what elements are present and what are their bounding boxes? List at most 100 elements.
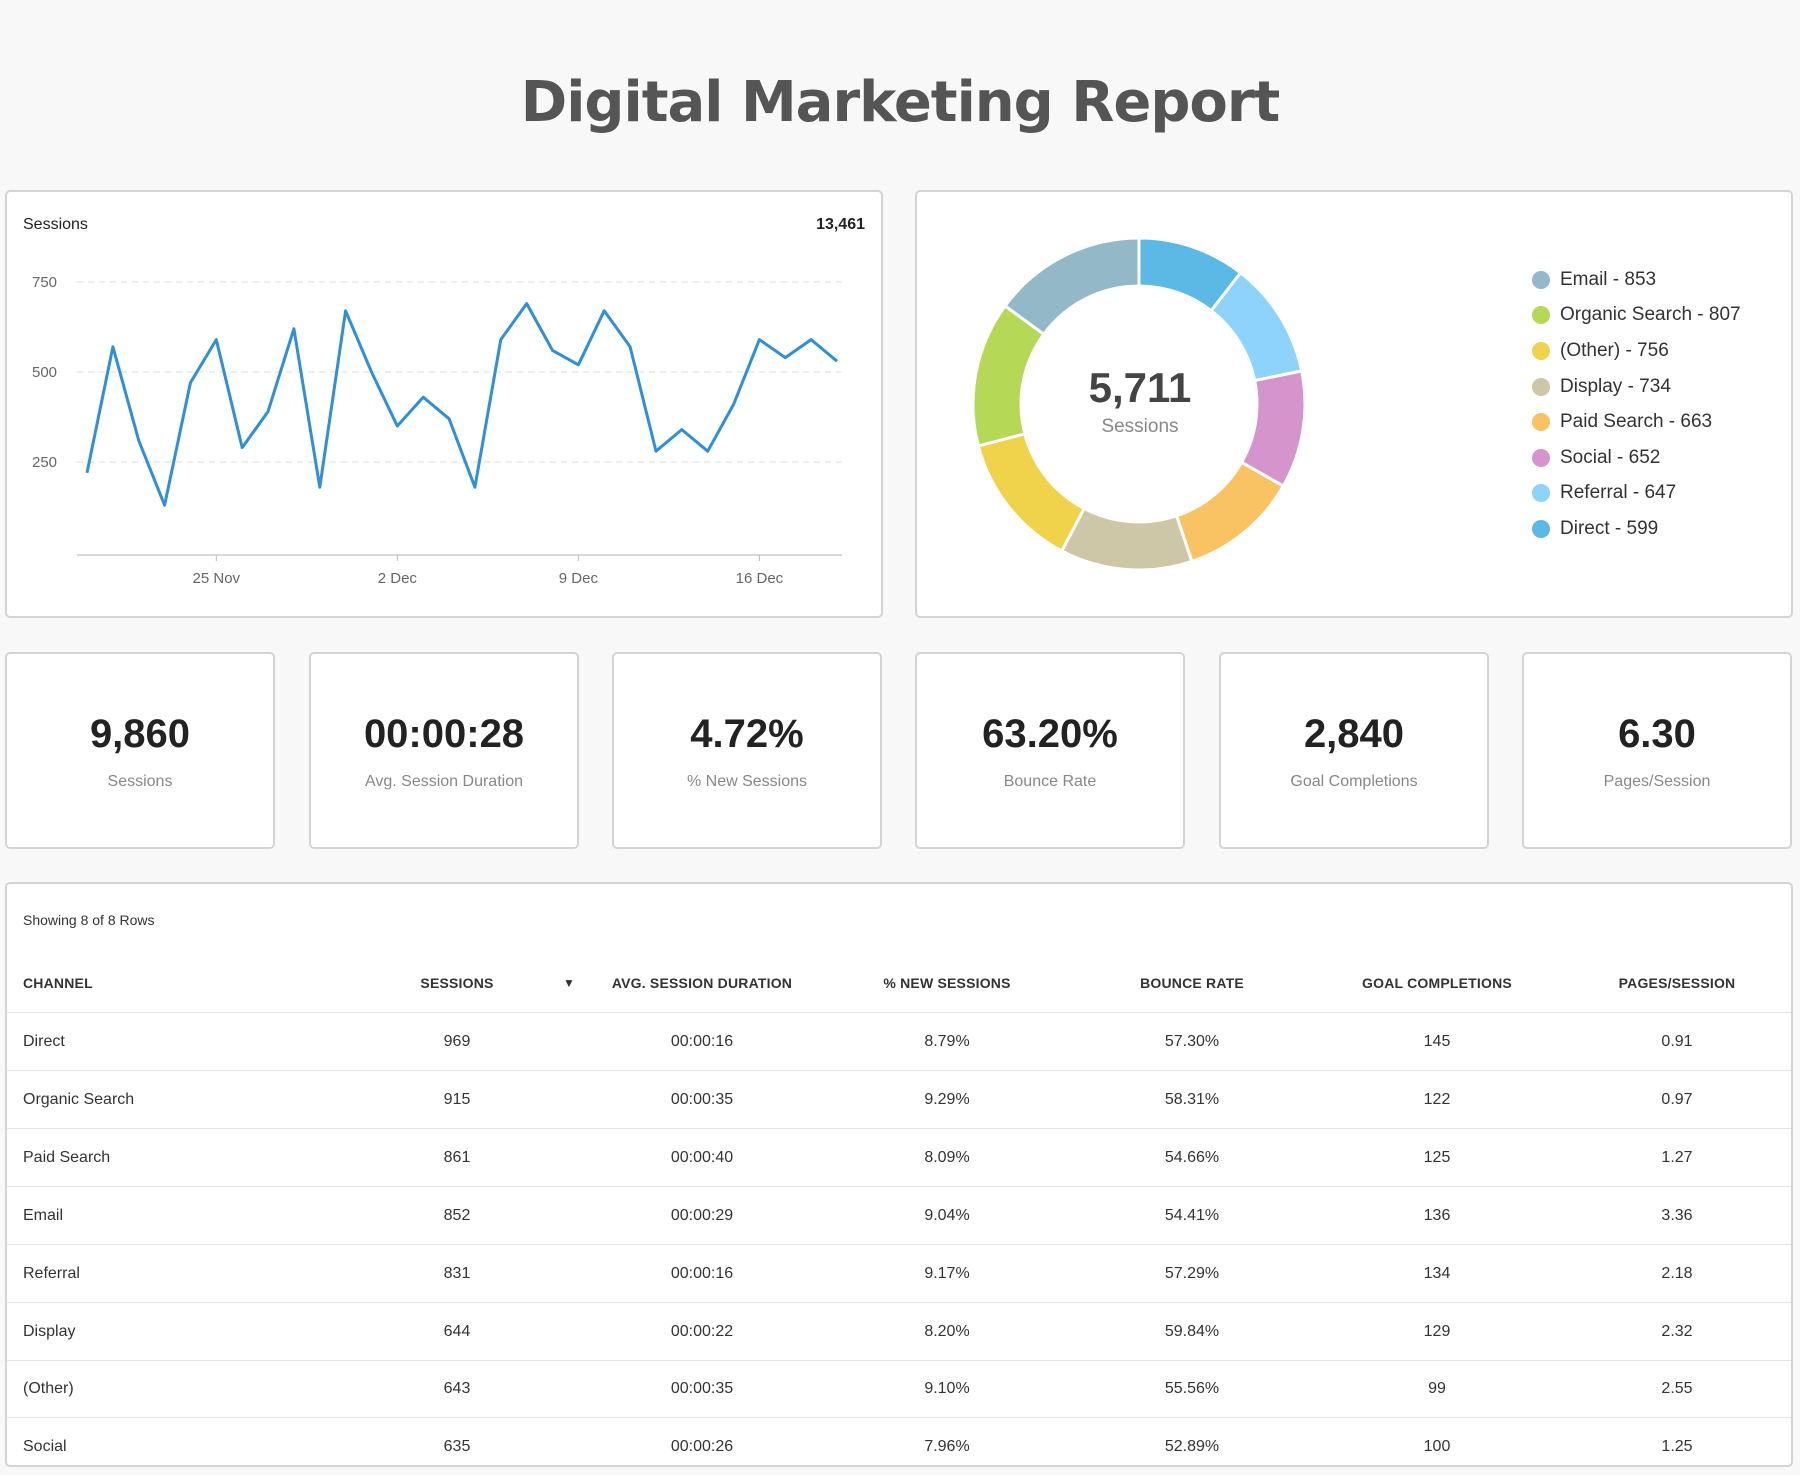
kpi-value: 4.72% [690, 712, 804, 756]
legend-item[interactable]: Social - 652 [1532, 440, 1741, 476]
column-header-avg-session-duration[interactable]: Avg. Session Duration [611, 975, 793, 991]
kpi-value: 9,860 [89, 712, 191, 756]
new-sessions-cell: 8.79% [924, 1033, 970, 1050]
legend-swatch [1532, 413, 1550, 432]
column-header-pages-per-session[interactable]: Pages/Session [1618, 975, 1736, 991]
channel-cell: Referral [23, 1264, 80, 1282]
legend-item[interactable]: (Other) - 756 [1532, 333, 1741, 369]
column-header-sessions[interactable]: Sessions [420, 975, 494, 991]
legend-item[interactable]: Paid Search - 663 [1532, 404, 1741, 440]
table-row: Social 635 00:00:26 7.96% 52.89% 100 1.25 [7, 1418, 1791, 1475]
goal-completions-cell: 145 [1423, 1033, 1451, 1050]
sessions-cell: 644 [443, 1322, 471, 1340]
legend-label: Referral - 647 [1560, 482, 1677, 504]
goal-completions-cell: 99 [1428, 1380, 1446, 1398]
bounce-rate-cell: 58.31% [1164, 1090, 1220, 1108]
x-tick-label: 2 Dec [378, 570, 418, 587]
pages-per-session-cell: 0.97 [1661, 1090, 1693, 1108]
sort-descending-icon[interactable]: ▼ [563, 976, 575, 990]
donut-center-value: 5,711 [1088, 364, 1192, 411]
legend-swatch [1532, 341, 1550, 360]
goal-completions-cell: 125 [1423, 1148, 1451, 1166]
avg-session-duration-cell: 00:00:26 [670, 1438, 734, 1456]
x-tick-label: 16 Dec [736, 570, 784, 587]
table-row: Direct 969 00:00:16 8.79% 57.30% 145 0.91 [7, 1013, 1791, 1071]
kpi-new-sessions-card: 4.72% % New Sessions [612, 652, 882, 849]
sessions-cell: 969 [443, 1033, 471, 1050]
x-tick-label: 9 Dec [559, 570, 599, 587]
kpi-sessions-card: 9,860 Sessions [5, 652, 275, 849]
kpi-goal-completions-card: 2,840 Goal Completions [1219, 652, 1489, 849]
sessions-cell: 635 [443, 1438, 471, 1456]
avg-session-duration-cell: 00:00:35 [670, 1090, 734, 1108]
y-tick-label: 750 [32, 274, 57, 291]
channel-cell: (Other) [23, 1380, 74, 1398]
avg-session-duration-cell: 00:00:22 [670, 1322, 734, 1340]
avg-session-duration-cell: 00:00:35 [670, 1380, 734, 1398]
avg-session-duration-cell: 00:00:16 [670, 1264, 734, 1282]
kpi-label: Goal Completions [1290, 773, 1418, 790]
bounce-rate-cell: 55.56% [1164, 1380, 1220, 1398]
sessions-cell: 861 [443, 1148, 471, 1166]
legend-label: Paid Search - 663 [1560, 411, 1713, 433]
y-tick-label: 500 [32, 364, 57, 381]
channel-cell: Social [23, 1438, 67, 1456]
channel-cell: Email [23, 1206, 64, 1224]
table-row: (Other) 643 00:00:35 9.10% 55.56% 99 2.55 [7, 1360, 1791, 1419]
line-chart-title: Sessions [23, 216, 88, 233]
legend-item[interactable]: Email - 853 [1532, 262, 1741, 298]
legend-item[interactable]: Referral - 647 [1532, 476, 1741, 512]
column-header-goal-completions[interactable]: Goal Completions [1362, 975, 1512, 991]
kpi-label: Pages/Session [1603, 773, 1711, 790]
sessions-series-line [85, 302, 838, 507]
sessions-line-chart-card: 250 500 750 25 Nov 2 Dec 9 Dec 16 Dec Sessions… [5, 190, 883, 618]
avg-session-duration-cell: 00:00:29 [670, 1206, 734, 1224]
table-header: Channel Sessions ▼ Avg. Session Duration… [7, 954, 1791, 1013]
page-title: Digital Marketing Report [520, 70, 1281, 135]
kpi-value: 2,840 [1303, 712, 1405, 756]
goal-completions-cell: 122 [1423, 1090, 1451, 1108]
channel-cell: Direct [23, 1033, 65, 1050]
kpi-label: Avg. Session Duration [364, 773, 523, 790]
legend-swatch [1532, 448, 1550, 467]
kpi-label: Bounce Rate [1003, 773, 1097, 790]
legend-item[interactable]: Direct - 599 [1532, 511, 1741, 547]
channel-cell: Organic Search [23, 1090, 135, 1108]
new-sessions-cell: 8.09% [924, 1148, 970, 1166]
column-header-channel[interactable]: Channel [23, 975, 93, 991]
bounce-rate-cell: 57.29% [1164, 1264, 1220, 1282]
sessions-cell: 831 [443, 1264, 471, 1282]
new-sessions-cell: 9.29% [924, 1090, 970, 1108]
goal-completions-cell: 129 [1423, 1322, 1451, 1340]
legend-item[interactable]: Display - 734 [1532, 369, 1741, 405]
goal-completions-cell: 100 [1423, 1438, 1451, 1456]
legend-label: Email - 853 [1560, 268, 1657, 290]
sessions-cell: 852 [443, 1206, 471, 1224]
new-sessions-cell: 8.20% [924, 1322, 970, 1340]
line-chart-total: 13,461 [816, 216, 865, 233]
donut-legend: Email - 853 Organic Search - 807 (Other) -… [1532, 262, 1741, 547]
kpi-avg-session-duration-card: 00:00:28 Avg. Session Duration [309, 652, 579, 849]
table-row-count: Showing 8 of 8 Rows [23, 912, 155, 928]
kpi-value: 6.30 [1618, 712, 1696, 756]
bounce-rate-cell: 57.30% [1164, 1033, 1220, 1050]
sessions-line-chart: 250 500 750 25 Nov 2 Dec 9 Dec 16 Dec [32, 274, 842, 587]
legend-swatch [1532, 519, 1550, 538]
avg-session-duration-cell: 00:00:16 [670, 1033, 734, 1050]
kpi-bounce-rate-card: 63.20% Bounce Rate [915, 652, 1185, 849]
kpi-value: 63.20% [982, 712, 1118, 756]
sessions-cell: 643 [443, 1380, 471, 1398]
x-tick-label: 25 Nov [193, 570, 241, 587]
pages-per-session-cell: 2.32 [1661, 1322, 1693, 1340]
table-row: Referral 831 00:00:16 9.17% 57.29% 134 2.18 [7, 1245, 1791, 1303]
table-row: Email 852 00:00:29 9.04% 54.41% 136 3.36 [7, 1187, 1791, 1245]
table-row: Display 644 00:00:22 8.20% 59.84% 129 2.32 [7, 1303, 1791, 1361]
legend-item[interactable]: Organic Search - 807 [1532, 298, 1741, 334]
column-header-bounce-rate[interactable]: Bounce Rate [1140, 975, 1244, 991]
new-sessions-cell: 9.10% [924, 1380, 970, 1398]
column-header-new-sessions[interactable]: % New Sessions [883, 975, 1011, 991]
legend-swatch [1532, 484, 1550, 503]
pages-per-session-cell: 1.27 [1661, 1148, 1693, 1166]
legend-label: Social - 652 [1560, 446, 1661, 468]
channel-cell: Paid Search [23, 1148, 111, 1166]
